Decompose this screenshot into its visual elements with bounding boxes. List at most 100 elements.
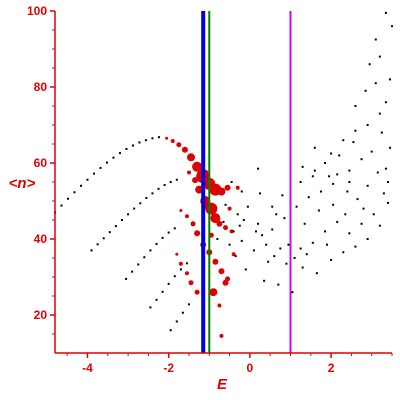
black-point (336, 173, 339, 176)
x-tick-label: 2 (328, 361, 335, 375)
red-point (181, 146, 188, 153)
red-point (184, 271, 189, 276)
black-point (167, 231, 170, 234)
black-point (277, 283, 280, 286)
black-point (232, 230, 235, 233)
black-point (133, 207, 136, 210)
red-point (217, 303, 222, 308)
black-point (169, 181, 172, 183)
black-point (332, 182, 335, 185)
black-point (360, 222, 363, 225)
black-point (372, 213, 375, 216)
black-point (151, 137, 154, 140)
black-point (149, 306, 152, 309)
black-point (224, 203, 227, 206)
black-point (271, 228, 274, 231)
red-point (165, 136, 169, 140)
x-axis-title: E (217, 376, 228, 393)
black-point (315, 272, 318, 275)
red-point (188, 280, 194, 286)
black-point (151, 192, 154, 195)
red-point (210, 213, 221, 224)
red-point (227, 206, 232, 211)
black-point (344, 213, 347, 216)
red-point (222, 279, 229, 286)
black-point (261, 234, 264, 237)
black-point (366, 238, 369, 240)
red-point (178, 261, 183, 266)
black-point (179, 268, 182, 271)
black-point (259, 192, 262, 195)
black-point (354, 245, 357, 248)
black-point (173, 275, 176, 278)
black-point (342, 251, 345, 254)
black-point (386, 201, 389, 204)
black-point (301, 165, 304, 168)
black-point (131, 270, 134, 273)
red-point (224, 184, 231, 191)
black-point (317, 209, 320, 212)
black-point (271, 205, 274, 208)
red-point (192, 177, 199, 184)
black-point (303, 222, 306, 225)
black-point (257, 167, 260, 170)
red-point (179, 209, 183, 212)
black-point (267, 260, 270, 263)
black-point (388, 78, 391, 81)
black-point (185, 262, 188, 265)
black-point (366, 124, 369, 126)
black-point (236, 213, 239, 216)
red-point (218, 268, 225, 275)
black-point (240, 239, 243, 242)
y-ticks: 20 40 60 80 100 (27, 4, 55, 335)
black-point (293, 257, 296, 259)
black-point (378, 224, 381, 227)
x-tick-label: -4 (82, 361, 93, 375)
black-point (139, 202, 142, 205)
black-point (66, 197, 69, 200)
black-point (155, 298, 158, 301)
black-point (279, 247, 282, 250)
red-point (170, 138, 175, 143)
y-axis-title: <n> (9, 175, 36, 192)
black-point (332, 203, 335, 206)
black-point (348, 232, 351, 235)
black-point (234, 255, 237, 258)
black-point (330, 152, 333, 155)
black-point (242, 219, 245, 221)
black-point (155, 242, 158, 245)
black-point (346, 190, 349, 193)
black-point (364, 89, 367, 92)
black-point (137, 263, 140, 266)
black-point (366, 184, 369, 187)
black-point (313, 169, 316, 172)
black-point (362, 207, 365, 210)
red-point (176, 142, 182, 148)
black-point (60, 204, 63, 207)
red-point (195, 185, 204, 194)
black-point (319, 190, 322, 193)
black-point (305, 253, 308, 256)
black-point (273, 255, 276, 258)
black-point (169, 329, 172, 332)
red-point (190, 221, 196, 227)
black-point (386, 181, 389, 183)
black-point (108, 231, 111, 234)
y-tick-label: 60 (34, 156, 48, 170)
black-point (228, 243, 231, 246)
black-point (246, 205, 249, 208)
black-point (230, 181, 233, 183)
black-point (326, 243, 329, 246)
black-point (102, 237, 105, 240)
black-point (275, 213, 278, 216)
black-point (181, 311, 184, 314)
black-point (99, 166, 102, 169)
black-point (391, 25, 393, 28)
red-point (184, 214, 189, 219)
black-point (376, 171, 379, 174)
black-point (73, 191, 76, 194)
black-point (131, 144, 134, 147)
reference-lines-layer (201, 11, 292, 353)
y-tick-label: 100 (27, 4, 47, 18)
